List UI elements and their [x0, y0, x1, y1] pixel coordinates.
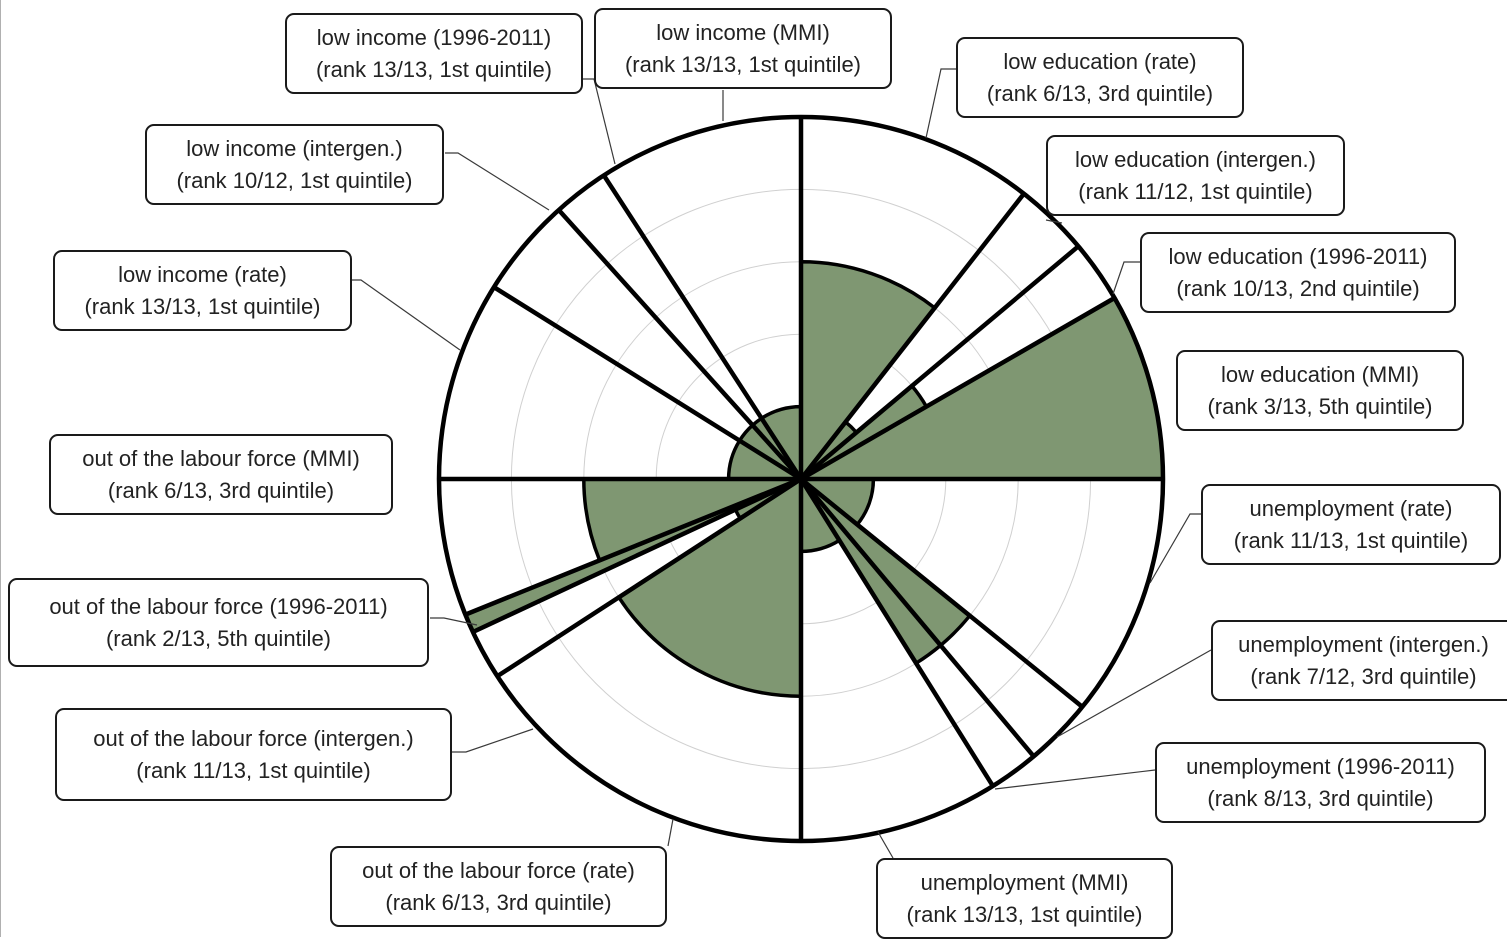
sector-label-rank: (rank 3/13, 5th quintile) [1207, 393, 1433, 419]
sector-label-rank: (rank 11/13, 1st quintile) [1233, 527, 1469, 553]
leader-line [445, 152, 550, 211]
sector-label-title: unemployment (1996-2011) [1186, 753, 1455, 779]
sector-divider [471, 476, 802, 635]
sector-label-rank: (rank 13/13, 1st quintile) [84, 293, 321, 319]
sector-label: low education (intergen.) (rank 11/12, 1s… [1046, 135, 1345, 216]
sector-label-title: out of the labour force (MMI) [82, 445, 360, 471]
sector-label-rank: (rank 10/13, 2nd quintile) [1176, 275, 1420, 301]
sector-divider [799, 477, 1084, 709]
sector-label-title: unemployment (rate) [1249, 495, 1453, 521]
sector-wedge [616, 475, 803, 698]
sector-label-title: out of the labour force (rate) [362, 857, 635, 883]
sector-label-title: out of the labour force (1996-2011) [49, 593, 388, 619]
sector-label: unemployment (1996-2011) (rank 8/13, 3rd … [1155, 742, 1486, 823]
sector-label-title: low income (MMI) [656, 19, 830, 45]
leader-line [452, 728, 534, 753]
sector-label-rank: (rank 2/13, 5th quintile) [105, 625, 332, 651]
leader-line [583, 78, 616, 165]
sector-divider [492, 285, 803, 481]
sector-wedge [799, 477, 973, 648]
sector-label-title: low income (intergen.) [186, 135, 403, 161]
leader-line [1112, 261, 1140, 295]
sector-label: out of the labour force (rate) (rank 6/13… [330, 846, 667, 927]
sector-label-rank: (rank 8/13, 3rd quintile) [1207, 785, 1434, 811]
sector-label-rank: (rank 6/13, 3rd quintile) [986, 80, 1214, 106]
leader-line [1045, 219, 1063, 224]
sector-label-rank: (rank 11/13, 1st quintile) [136, 757, 371, 783]
leader-line [994, 769, 1156, 790]
sector-divider [464, 476, 802, 617]
sector-label-title: low education (1996-2011) [1168, 243, 1428, 269]
sector-label-title: low education (MMI) [1220, 361, 1420, 387]
sector-label: unemployment (intergen.) (rank 7/12, 3rd … [1211, 620, 1507, 701]
sector-label-rank: (rank 6/13, 3rd quintile) [385, 889, 612, 915]
sector-label-title: low education (rate) [1003, 48, 1197, 74]
sector-divider [799, 477, 995, 788]
sector-label-title: unemployment (MMI) [920, 869, 1129, 895]
sector-label-title: low education (intergen.) [1075, 146, 1316, 172]
sector-label-rank: (rank 13/13, 1st quintile) [624, 51, 862, 77]
sector-divider [799, 192, 1026, 481]
sector-divider [799, 244, 1080, 481]
leader-line [925, 68, 956, 139]
sector-label-title: out of the labour force (intergen.) [93, 725, 414, 751]
sector-label: low income (1996-2011) (rank 13/13, 1st q… [285, 13, 583, 94]
leader-line [1149, 513, 1201, 584]
sector-label: low income (MMI) (rank 13/13, 1st quintil… [594, 8, 892, 89]
sector-label: unemployment (rate) (rank 11/13, 1st quin… [1201, 484, 1501, 565]
sector-label-rank: (rank 7/12, 3rd quintile) [1250, 663, 1477, 689]
sector-label-title: unemployment (intergen.) [1238, 631, 1489, 657]
sector-label-rank: (rank 6/13, 3rd quintile) [107, 477, 335, 503]
sector-label-title: low income (rate) [118, 261, 287, 287]
sector-wedge [799, 260, 938, 485]
sector-divider [799, 477, 1036, 758]
sector-label: out of the labour force (MMI) (rank 6/13,… [49, 434, 393, 515]
sector-divider [601, 174, 803, 481]
sector-label-rank: (rank 13/13, 1st quintile) [906, 901, 1143, 927]
sector-label: low income (rate) (rank 13/13, 1st quinti… [53, 250, 352, 331]
leader-line [877, 831, 894, 859]
left-border-line [0, 0, 1, 937]
sector-label: out of the labour force (intergen.) (rank… [55, 708, 452, 801]
leader-line [667, 818, 674, 847]
sector-label: out of the labour force (1996-2011) (rank… [8, 578, 429, 667]
leader-line [430, 617, 478, 626]
sector-label: low income (intergen.) (rank 10/12, 1st q… [145, 124, 444, 205]
sector-label: low education (rate) (rank 6/13, 3rd quin… [956, 37, 1244, 118]
sector-label-rank: (rank 10/12, 1st quintile) [176, 167, 413, 193]
sector-label-title: low income (1996-2011) [316, 24, 552, 50]
sector-label: low education (MMI) (rank 3/13, 5th quint… [1176, 350, 1464, 431]
leader-line [352, 279, 461, 351]
sector-label: low education (1996-2011) (rank 10/13, 2n… [1140, 232, 1456, 313]
sector-label: unemployment (MMI) (rank 13/13, 1st quint… [876, 858, 1173, 939]
sector-divider [799, 296, 1116, 481]
sector-divider [557, 208, 803, 481]
sector-divider [496, 477, 803, 679]
leader-line [1056, 649, 1212, 738]
sector-label-rank: (rank 11/12, 1st quintile) [1078, 178, 1313, 204]
sector-label-rank: (rank 13/13, 1st quintile) [315, 56, 553, 82]
